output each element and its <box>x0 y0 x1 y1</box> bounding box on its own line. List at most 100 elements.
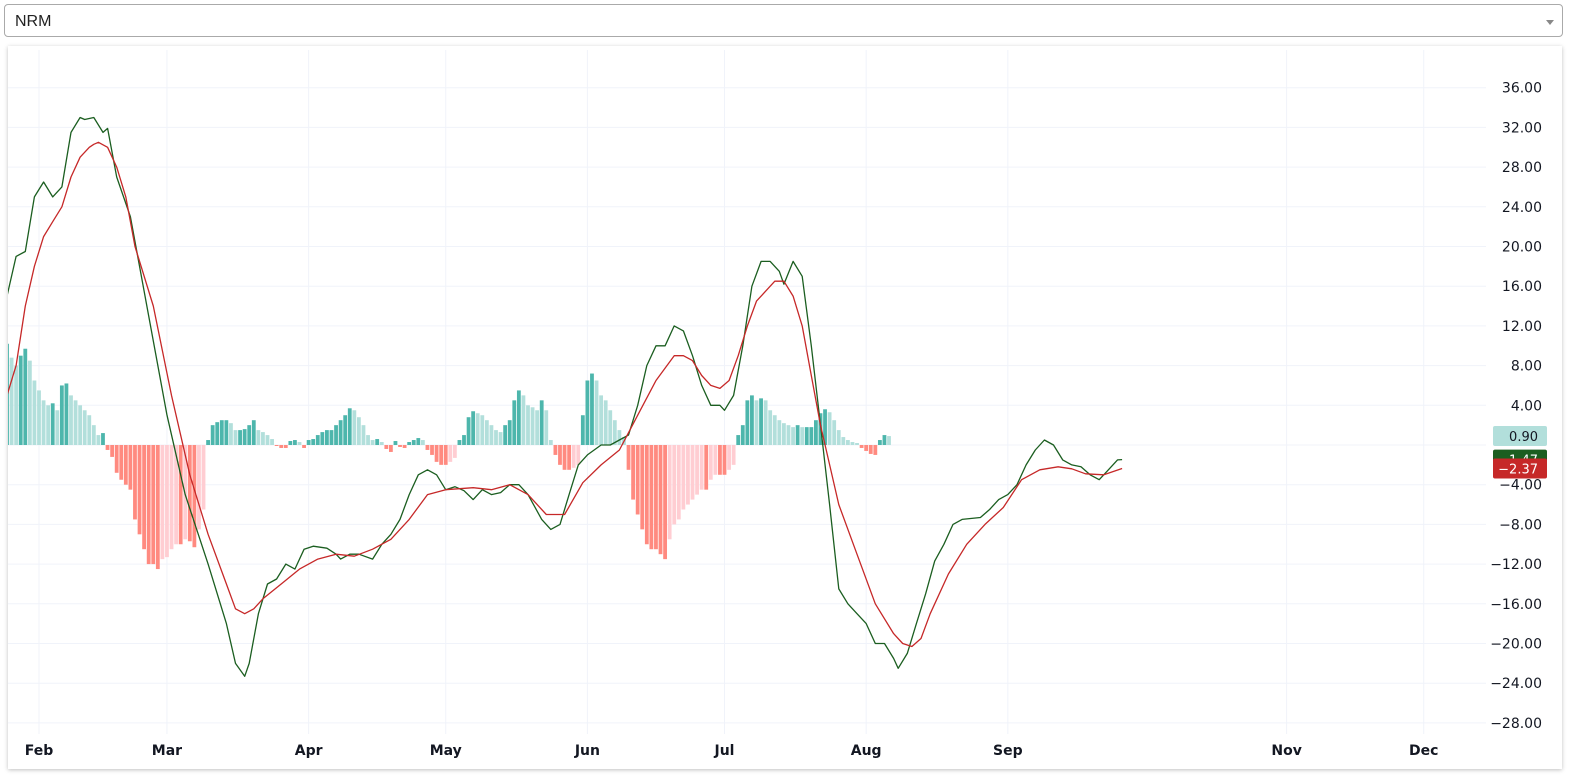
histogram-bar <box>535 410 540 445</box>
histogram-bar <box>736 435 741 445</box>
y-tick-label: 12.00 <box>1502 319 1542 335</box>
histogram-bar <box>571 445 576 468</box>
histogram-bar <box>823 409 827 445</box>
histogram-bar <box>110 445 115 457</box>
histogram-bar <box>809 427 814 445</box>
histogram-bar <box>315 435 320 445</box>
histogram-bar <box>777 420 782 445</box>
histogram-bar <box>357 417 361 445</box>
histogram-bar <box>672 445 677 525</box>
symbol-select-value: NRM <box>15 13 52 30</box>
histogram-bar <box>393 441 398 445</box>
histogram-bar <box>155 445 160 570</box>
histogram-bar <box>800 427 805 445</box>
histogram-bar <box>279 445 284 448</box>
histogram-bar <box>59 385 64 445</box>
histogram-bar <box>649 445 654 550</box>
histogram-bar <box>471 411 476 445</box>
histogram-bar <box>791 427 795 445</box>
signal-value-badge-bg <box>1493 458 1547 479</box>
histogram-bar <box>206 440 210 445</box>
histogram-bar <box>14 365 19 445</box>
histogram-bar <box>654 445 658 550</box>
histogram-bar <box>87 415 92 445</box>
histogram-bar <box>754 400 759 445</box>
histogram-bar <box>887 436 891 445</box>
symbol-select[interactable]: NRM <box>4 4 1563 37</box>
histogram-bar <box>69 395 73 445</box>
histogram-bar <box>283 445 288 448</box>
histogram-bar <box>274 445 279 446</box>
histogram-bar <box>142 445 147 550</box>
histogram-bar <box>745 400 750 445</box>
histogram-bar <box>137 445 142 535</box>
histogram-bar <box>786 425 791 445</box>
x-tick-label: Jul <box>714 743 735 759</box>
histogram-bar <box>567 445 572 470</box>
histogram-bar <box>261 432 265 445</box>
histogram-bar <box>516 390 521 445</box>
histogram-bar <box>302 445 306 448</box>
histogram-bar <box>612 420 617 445</box>
histogram-bar <box>425 445 430 450</box>
y-tick-label: −24.00 <box>1490 676 1542 692</box>
macd-chart[interactable]: 36.00 32.00 28.00 24.00 20.00 16.00 12.00 8.00 4… <box>8 46 1562 769</box>
chart-panel[interactable]: 36.00 32.00 28.00 24.00 20.00 16.00 12.00 8.00 4… <box>8 46 1562 769</box>
histogram-bar <box>64 383 69 445</box>
histogram-bar <box>498 432 503 445</box>
histogram-bar <box>768 410 773 445</box>
histogram-bar <box>384 445 389 449</box>
histogram-bar <box>731 445 736 465</box>
histogram-bar <box>475 413 480 445</box>
histogram-bar <box>174 445 178 545</box>
histogram-bar <box>480 415 485 445</box>
x-tick-label: Jun <box>574 743 600 759</box>
histogram-bar <box>489 425 494 445</box>
histogram-bar <box>439 445 444 465</box>
histogram-bar <box>119 445 124 480</box>
histogram-bar <box>41 400 46 445</box>
histogram-bar <box>782 423 786 445</box>
histogram-bar <box>388 445 393 452</box>
histogram-bar <box>868 445 873 454</box>
y-tick-label: −16.00 <box>1490 597 1542 613</box>
histogram-bar <box>503 425 508 445</box>
histogram-bar <box>608 410 613 445</box>
histogram-bar <box>105 445 110 450</box>
histogram-bar <box>795 425 800 445</box>
histogram-bar <box>631 445 635 500</box>
histogram-bar <box>704 445 709 490</box>
histogram-bar <box>699 445 704 490</box>
histogram-bar <box>297 442 302 445</box>
histogram-bar <box>55 410 60 445</box>
histogram-bar <box>617 430 622 445</box>
histogram-bar <box>201 445 206 510</box>
histogram-bar <box>146 445 151 565</box>
grid-lines <box>8 50 1486 734</box>
plot-area <box>8 116 1123 677</box>
signal-value-badge: −2.37 <box>1493 458 1547 479</box>
histogram-bar <box>407 442 412 445</box>
histogram-bar <box>855 443 859 445</box>
histogram-bar <box>133 445 137 520</box>
histogram-bar <box>320 432 325 445</box>
histogram-bar <box>402 445 407 448</box>
histogram-bar <box>841 437 846 445</box>
y-tick-label: −12.00 <box>1490 557 1542 573</box>
histogram-bar <box>375 439 380 445</box>
x-tick-label: Apr <box>295 743 323 759</box>
histogram-bar <box>562 445 567 470</box>
histogram-bar <box>306 440 311 445</box>
histogram-bar <box>512 400 517 445</box>
x-tick-label: Dec <box>1409 743 1438 759</box>
histogram-bar <box>462 435 466 445</box>
histogram-bar <box>265 435 270 445</box>
histogram-bar <box>521 395 526 445</box>
histogram-bar <box>192 445 197 548</box>
histogram-bar <box>23 348 28 445</box>
histogram-bar <box>187 445 192 542</box>
histogram-bar <box>640 445 645 530</box>
histogram-bar <box>352 410 357 445</box>
histogram-bar <box>114 445 119 473</box>
triangle-down-icon[interactable] <box>1546 20 1554 25</box>
